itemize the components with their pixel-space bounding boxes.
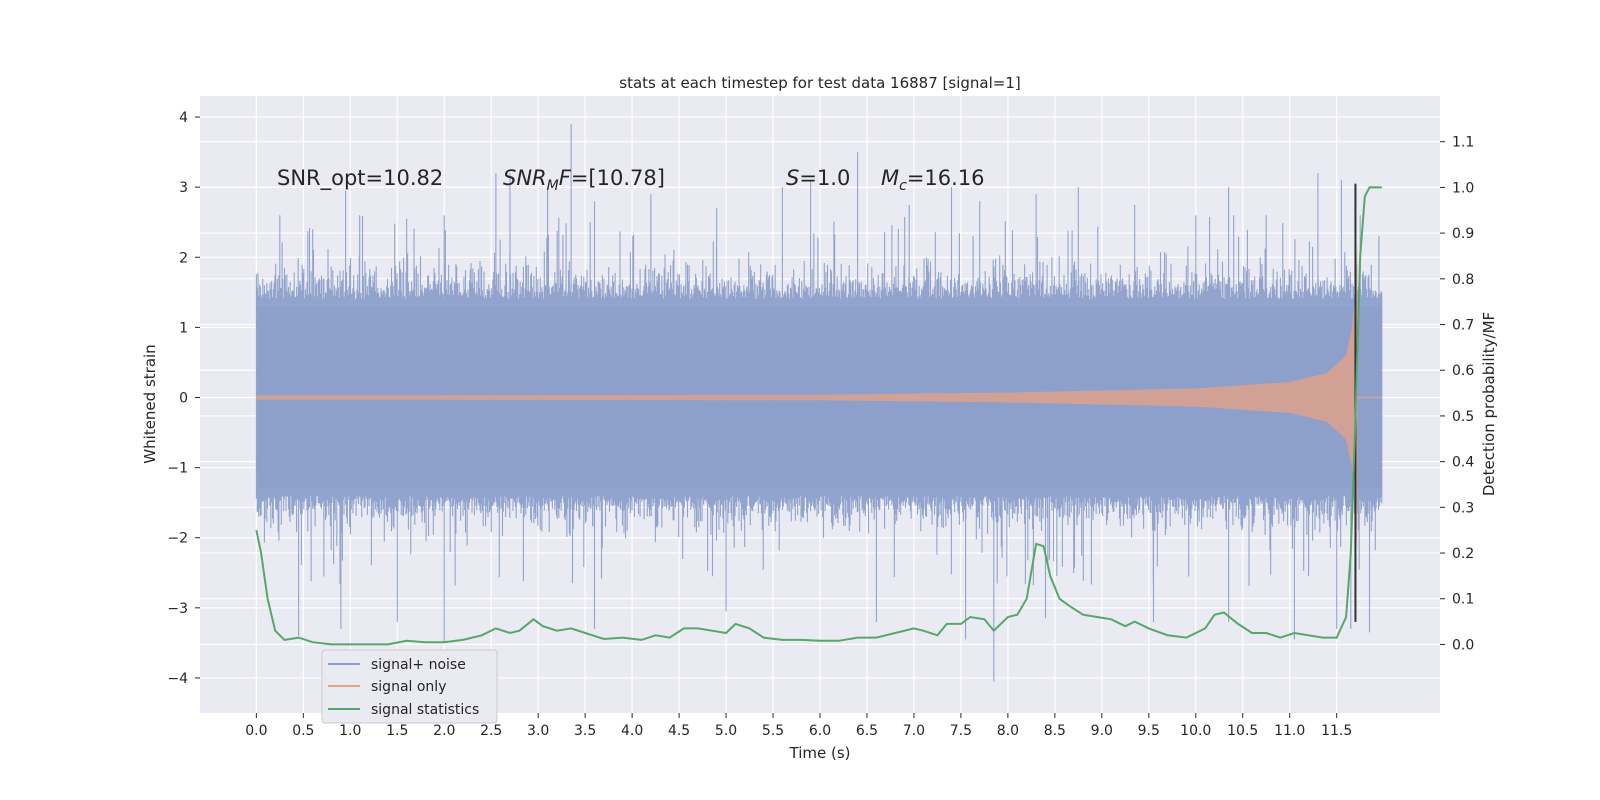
y-tick-label: −1 — [167, 461, 188, 477]
y-tick-label: −4 — [167, 671, 188, 687]
x-tick-label: 10.5 — [1227, 723, 1258, 739]
annotation-mc: Mc=16.16 — [881, 166, 985, 194]
x-tick-label: 0.0 — [245, 723, 267, 739]
legend-label-signal-only: signal only — [371, 679, 446, 695]
annotation-snr-mf: SNRMF=[10.78] — [503, 166, 665, 194]
y2-tick-label: 0.4 — [1452, 455, 1474, 471]
y-tick-label: 1 — [179, 320, 188, 336]
y-axis-title: Whitened strain — [141, 344, 159, 463]
stats-line — [255, 186, 1382, 646]
x-tick-label: 0.5 — [292, 723, 314, 739]
y2-axis-title: Detection probability/MF — [1480, 312, 1498, 496]
s-symbol: S — [786, 166, 799, 190]
tick-labels: 0.0 0.5 1.0 1.5 2.0 2.5 3.0 3.5 4.0 4.5 5.0 5.5 6.0 6… — [167, 110, 1474, 739]
x-tick-label: 11.0 — [1274, 723, 1305, 739]
y2-tick-label: 0.2 — [1452, 546, 1474, 562]
x-tick-label: 9.0 — [1091, 723, 1113, 739]
legend-label-signal-noise: signal+ noise — [371, 657, 466, 673]
chart-title: stats at each timestep for test data 168… — [619, 74, 1020, 92]
s-value: =1.0 — [799, 166, 850, 190]
series-signal-only — [256, 243, 1382, 552]
y2-tick-label: 1.1 — [1452, 135, 1474, 151]
annotation-snr-opt: SNR_opt=10.82 — [277, 166, 443, 191]
x-tick-label: 10.0 — [1180, 723, 1211, 739]
snr-mf-subscript: M — [547, 178, 559, 194]
x-tick-label: 9.5 — [1138, 723, 1160, 739]
legend: signal+ noise signal only signal statist… — [321, 649, 498, 724]
x-tick-label: 8.0 — [997, 723, 1019, 739]
x-tick-label: 7.0 — [903, 723, 925, 739]
y2-tick-label: 0.7 — [1452, 318, 1474, 334]
x-axis-title: Time (s) — [789, 744, 851, 762]
annotation-s: S=1.0 — [786, 166, 850, 190]
snr-mf-symbol-f: F — [559, 166, 572, 190]
x-tick-label: 1.0 — [339, 723, 361, 739]
x-tick-label: 3.0 — [527, 723, 549, 739]
y2-tick-label: 0.0 — [1452, 637, 1474, 653]
mc-subscript: c — [899, 178, 907, 194]
y2-tick-label: 0.3 — [1452, 500, 1474, 516]
x-tick-label: 2.0 — [433, 723, 455, 739]
signal-envelope — [256, 243, 1358, 552]
y2-tick-label: 0.8 — [1452, 272, 1474, 288]
x-tick-label: 1.5 — [386, 723, 408, 739]
x-tick-label: 5.0 — [715, 723, 737, 739]
y2-tick-label: 1.0 — [1452, 180, 1474, 196]
y-tick-label: −3 — [167, 601, 188, 617]
x-tick-label: 11.5 — [1321, 723, 1352, 739]
x-tick-label: 3.5 — [574, 723, 596, 739]
mc-value: =16.16 — [907, 166, 985, 190]
snr-mf-symbol: SNR — [503, 166, 547, 190]
legend-label-signal-statistics: signal statistics — [371, 702, 479, 718]
x-tick-label: 6.5 — [856, 723, 878, 739]
y-tick-label: 2 — [179, 250, 188, 266]
y-tick-label: 0 — [179, 390, 188, 406]
series-signal-statistics — [255, 186, 1382, 646]
y2-tick-label: 0.5 — [1452, 409, 1474, 425]
legend-box — [321, 649, 498, 724]
mc-symbol: M — [881, 166, 899, 190]
y2-tick-label: 0.9 — [1452, 226, 1474, 242]
x-tick-label: 4.0 — [621, 723, 643, 739]
x-tick-label: 8.5 — [1044, 723, 1066, 739]
x-tick-label: 6.0 — [809, 723, 831, 739]
x-tick-label: 4.5 — [668, 723, 690, 739]
snr-mf-value: =[10.78] — [571, 166, 665, 190]
y2-tick-label: 0.1 — [1452, 592, 1474, 608]
x-tick-label: 5.5 — [762, 723, 784, 739]
y-tick-label: −2 — [167, 531, 188, 547]
x-tick-label: 2.5 — [480, 723, 502, 739]
y-tick-label: 3 — [179, 180, 188, 196]
y2-tick-label: 0.6 — [1452, 363, 1474, 379]
x-tick-label: 7.5 — [950, 723, 972, 739]
y-tick-label: 4 — [179, 110, 188, 126]
